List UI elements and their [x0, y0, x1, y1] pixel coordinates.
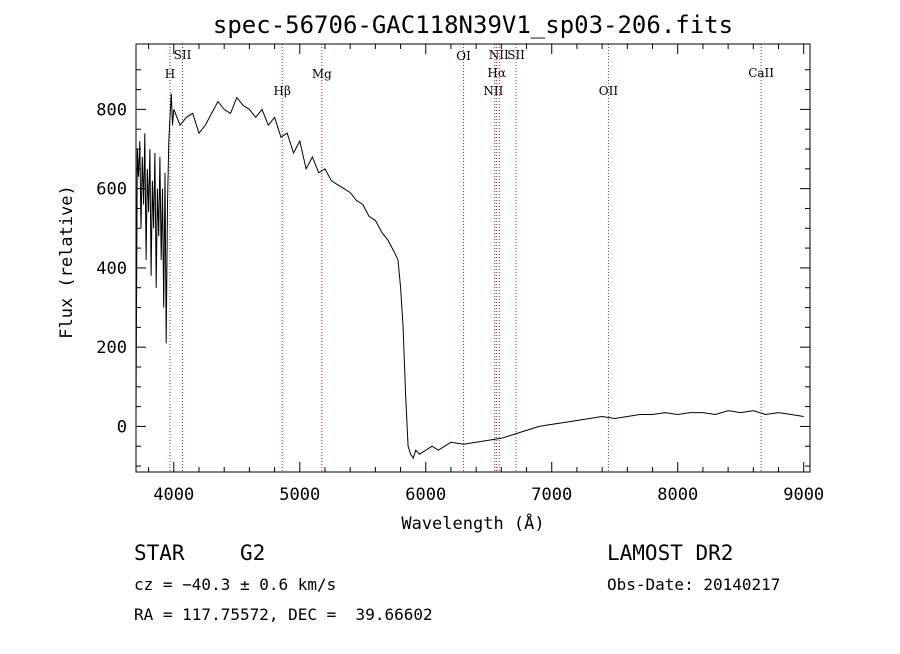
redshift-velocity: cz = −40.3 ± 0.6 km/s [134, 575, 337, 594]
object-type: STAR [134, 541, 185, 565]
x-tick-label: 4000 [153, 485, 194, 505]
spectral-line-label: NII [489, 48, 509, 62]
x-tick-label: 8000 [657, 485, 698, 505]
spectral-line-label: SII [174, 48, 192, 62]
x-axis-label: Wavelength (Å) [401, 512, 544, 534]
spectral-line-label: Hα [487, 66, 506, 80]
y-tick-label: 0 [117, 417, 127, 437]
spectral-line-label: H [165, 67, 175, 81]
spectral-line-label: SII [507, 48, 525, 62]
chart-title: spec-56706-GAC118N39V1_sp03-206.fits [213, 11, 733, 39]
plot-frame [135, 43, 811, 473]
x-tick-label: 7000 [531, 485, 572, 505]
sky-coordinates: RA = 117.75572, DEC = 39.66602 [134, 605, 433, 624]
spectral-line-label: CaII [748, 66, 774, 80]
survey-name: LAMOST DR2 [607, 541, 734, 565]
spectral-line-label: Hβ [274, 84, 291, 98]
spectral-line-label: OII [599, 84, 619, 98]
spectral-line-label: Mg [312, 67, 332, 81]
object-subclass: G2 [240, 541, 266, 565]
observation-date: Obs-Date: 20140217 [607, 575, 781, 594]
axis-ticks: 4000 5000 6000 7000 8000 9000 0 200 400 600 800 [96, 44, 824, 505]
x-tick-label: 5000 [279, 485, 320, 505]
x-tick-label: 6000 [405, 485, 446, 505]
y-tick-label: 200 [96, 338, 127, 358]
y-tick-label: 600 [96, 180, 127, 200]
spectrum-series-line [135, 93, 804, 460]
y-tick-label: 800 [96, 100, 127, 120]
y-axis-label: Flux (relative) [57, 185, 77, 339]
y-tick-label: 400 [96, 259, 127, 279]
spectral-line-label: NII [483, 84, 503, 98]
spectral-line-label: OI [456, 49, 471, 63]
x-tick-label: 9000 [783, 485, 824, 505]
